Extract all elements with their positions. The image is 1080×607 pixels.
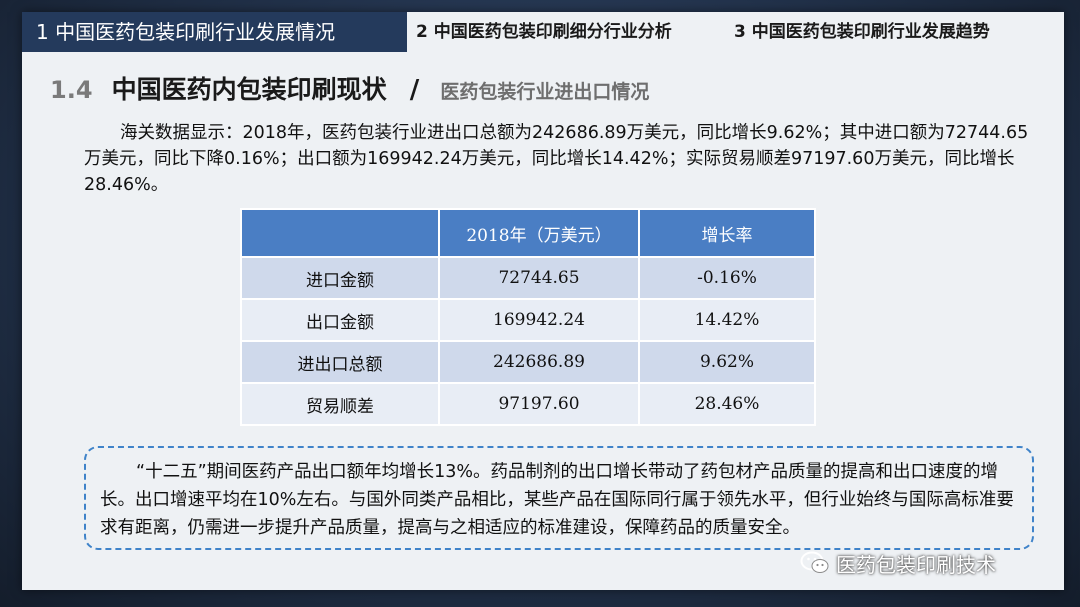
table-row: 贸易顺差 97197.60 28.46% <box>240 382 816 426</box>
row-growth: 9.62% <box>638 340 816 384</box>
row-label: 进口金额 <box>240 256 440 300</box>
wechat-icon <box>800 551 829 573</box>
row-amount: 169942.24 <box>438 298 640 342</box>
table-header-cell: 增长率 <box>638 208 816 258</box>
section-title: 1.4 中国医药内包装印刷现状 / 医药包装行业进出口情况 <box>50 70 650 105</box>
watermark-text: 医药包装印刷技术 <box>836 552 996 577</box>
table-row: 进口金额 72744.65 -0.16% <box>240 256 816 300</box>
row-amount: 97197.60 <box>438 382 640 426</box>
slide: 1 中国医药包装印刷行业发展情况 2 中国医药包装印刷细分行业分析 3 中国医药… <box>22 12 1064 590</box>
trade-table: 2018年（万美元） 增长率 进口金额 72744.65 -0.16% 出口金额… <box>240 208 816 426</box>
section-subtitle: 医药包装行业进出口情况 <box>440 81 650 103</box>
watermark: 医药包装印刷技术 <box>800 548 996 578</box>
table-header-row: 2018年（万美元） 增长率 <box>240 208 816 258</box>
note-paragraph: “十二五”期间医药产品出口额年均增长13%。药品制剂的出口增长带动了药包材产品质… <box>100 462 1014 538</box>
table-header-cell: 2018年（万美元） <box>438 208 640 258</box>
nav-tab-1-active[interactable]: 1 中国医药包装印刷行业发展情况 <box>22 12 407 52</box>
title-separator: / <box>409 75 420 105</box>
row-label: 出口金额 <box>240 298 440 342</box>
row-growth: 28.46% <box>638 382 816 426</box>
section-number: 1.4 <box>50 76 93 104</box>
row-growth: 14.42% <box>638 298 816 342</box>
nav-tab-2[interactable]: 2 中国医药包装印刷细分行业分析 <box>416 22 672 42</box>
table-header-cell <box>240 208 440 258</box>
row-amount: 242686.89 <box>438 340 640 384</box>
row-label: 贸易顺差 <box>240 382 440 426</box>
table-row: 出口金额 169942.24 14.42% <box>240 298 816 342</box>
table-row: 进出口总额 242686.89 9.62% <box>240 340 816 384</box>
row-growth: -0.16% <box>638 256 816 300</box>
section-nav: 1 中国医药包装印刷行业发展情况 2 中国医药包装印刷细分行业分析 3 中国医药… <box>22 12 1064 52</box>
row-amount: 72744.65 <box>438 256 640 300</box>
row-label: 进出口总额 <box>240 340 440 384</box>
note-box-border <box>84 446 1034 550</box>
nav-tab-3[interactable]: 3 中国医药包装印刷行业发展趋势 <box>734 22 990 42</box>
intro-paragraph: 海关数据显示：2018年，医药包装行业进出口总额为242686.89万美元，同比… <box>84 123 1029 195</box>
section-heading: 中国医药内包装印刷现状 <box>111 75 387 104</box>
